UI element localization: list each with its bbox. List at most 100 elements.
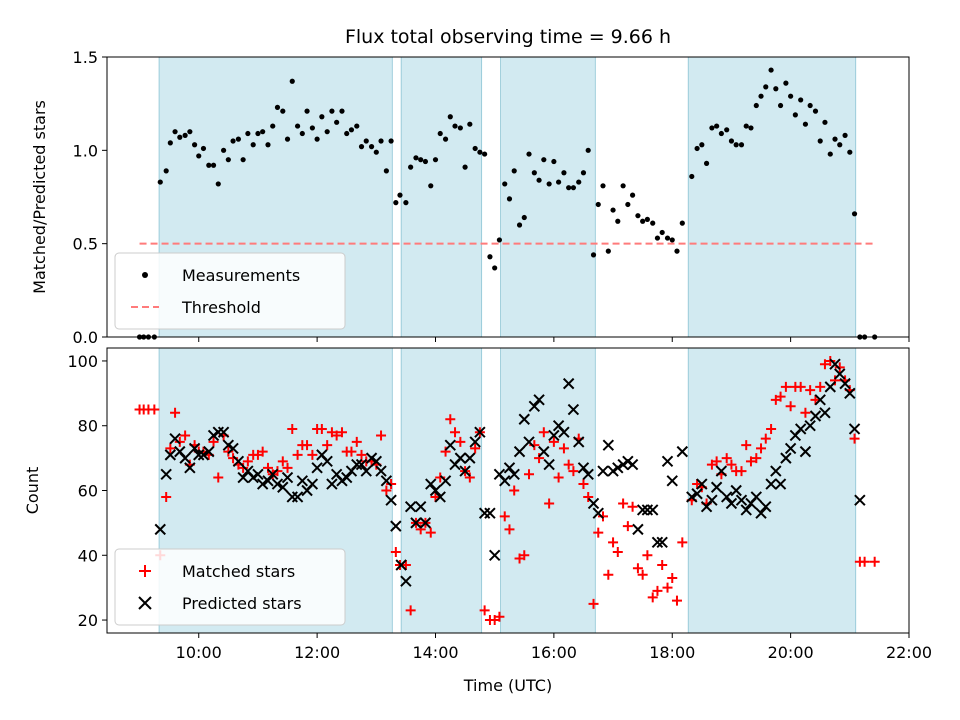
measurement-point xyxy=(724,127,730,133)
predicted-stars-point xyxy=(740,504,752,516)
predicted-stars-point xyxy=(390,520,402,532)
measurement-point xyxy=(699,142,705,148)
predicted-stars-point xyxy=(164,449,177,461)
measurement-point xyxy=(428,183,434,189)
matched-stars-point xyxy=(262,462,273,473)
measurement-point xyxy=(837,142,843,148)
measurement-point xyxy=(521,214,527,221)
matched-stars-point xyxy=(425,527,436,538)
predicted-stars-point xyxy=(351,458,363,471)
predicted-stars-point xyxy=(360,465,372,477)
measurement-point xyxy=(703,160,710,166)
matched-stars-point xyxy=(548,436,559,447)
predicted-stars-point xyxy=(794,423,807,435)
matched-stars-point xyxy=(519,550,530,561)
matched-stars-point xyxy=(376,430,387,441)
predicted-stars-point xyxy=(686,491,698,503)
measurement-point xyxy=(561,170,567,176)
measurement-point xyxy=(758,93,764,99)
measurement-point xyxy=(566,185,572,191)
predicted-stars-point xyxy=(410,517,422,529)
predicted-stars-point xyxy=(395,559,407,571)
predicted-stars-point xyxy=(538,445,550,458)
matched-stars-point xyxy=(381,485,392,496)
matched-stars-point xyxy=(149,404,160,415)
predicted-stars-point xyxy=(262,475,274,487)
matched-stars-point xyxy=(470,443,481,454)
predicted-stars-point xyxy=(780,452,792,464)
predicted-stars-point xyxy=(528,400,541,413)
predicted-stars-point xyxy=(543,458,555,471)
ratio-y-ticks: 0.0 0.5 1.0 1.5 xyxy=(73,48,107,347)
measurement-point xyxy=(309,125,315,131)
measurement-point xyxy=(590,252,597,258)
measurement-point xyxy=(177,134,183,140)
measurement-point xyxy=(413,155,419,161)
matched-stars-point xyxy=(647,592,658,603)
predicted-stars-point xyxy=(770,465,782,477)
matched-stars-point xyxy=(795,381,806,392)
measurement-point xyxy=(245,130,251,137)
measurement-point xyxy=(314,136,320,142)
matched-stars-point xyxy=(677,537,688,548)
measurement-point xyxy=(215,181,221,187)
measurement-point xyxy=(753,102,759,109)
measurement-point xyxy=(709,125,715,131)
measurement-point xyxy=(743,123,749,129)
matched-stars-point xyxy=(316,423,327,434)
measurement-point xyxy=(536,177,542,183)
measurement-point xyxy=(265,142,271,148)
measurement-point xyxy=(289,78,295,84)
measurement-point xyxy=(442,136,449,142)
matched-stars-point xyxy=(834,362,845,373)
predicted-stars-point xyxy=(666,475,678,487)
predicted-stars-point xyxy=(503,462,516,474)
predicted-stars-point xyxy=(632,523,644,536)
predicted-stars-point xyxy=(750,491,763,503)
matched-stars-point xyxy=(180,430,191,441)
matched-stars-point xyxy=(499,511,510,522)
measurement-point xyxy=(319,114,325,120)
measurement-point xyxy=(373,149,379,155)
predicted-stars-point xyxy=(834,368,846,380)
predicted-stars-point xyxy=(169,432,181,445)
predicted-stars-point xyxy=(725,497,738,510)
ratio-x-ticks xyxy=(198,337,910,342)
measurement-point xyxy=(625,201,631,208)
x-tick-label: 22:00 xyxy=(886,643,932,662)
matched-stars-point xyxy=(563,459,574,470)
predicted-stars-point xyxy=(513,445,526,458)
predicted-stars-point xyxy=(784,442,797,455)
predicted-stars-point xyxy=(454,452,467,464)
predicted-stars-point xyxy=(735,494,748,506)
measurement-point xyxy=(644,216,650,222)
y-tick-label: 1.0 xyxy=(73,141,98,160)
predicted-stars-point xyxy=(651,536,664,549)
matched-stars-point xyxy=(756,443,767,454)
y-tick-label: 0.0 xyxy=(73,328,98,347)
measurement-point xyxy=(728,138,735,144)
predicted-stars-point xyxy=(160,468,172,481)
legend-marker xyxy=(142,272,148,278)
measurement-point xyxy=(339,108,345,114)
measurement-point xyxy=(851,211,858,217)
matched-stars-point xyxy=(445,414,456,425)
predicted-stars-point xyxy=(193,449,205,461)
measurement-point xyxy=(408,164,414,170)
matched-stars-point xyxy=(741,440,752,451)
predicted-stars-point xyxy=(469,436,481,448)
measurement-point xyxy=(196,153,202,159)
predicted-stars-point xyxy=(321,455,333,468)
matched-stars-point xyxy=(208,436,219,447)
matched-stars-point xyxy=(830,375,841,386)
measurement-point xyxy=(629,192,636,198)
predicted-stars-point xyxy=(523,436,535,448)
predicted-stars-point xyxy=(824,381,836,393)
measurement-point xyxy=(502,181,508,187)
measurement-point xyxy=(600,183,606,189)
measurement-point xyxy=(221,147,227,153)
predicted-stars-point xyxy=(414,500,427,513)
matched-stars-point xyxy=(174,436,185,447)
matched-stars-point xyxy=(242,456,253,467)
ratio-y-axis-label: Matched/Predicted stars xyxy=(30,100,49,294)
